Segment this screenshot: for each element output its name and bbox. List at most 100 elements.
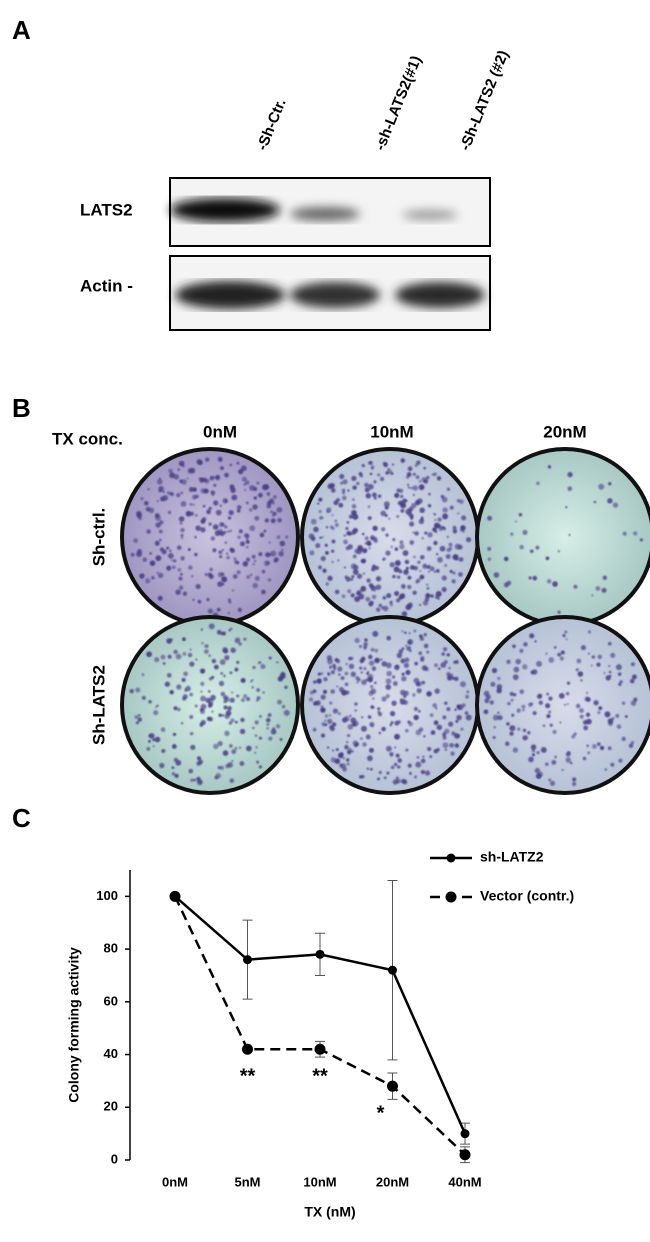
colony (428, 492, 431, 496)
colony (340, 763, 347, 769)
colony (355, 676, 360, 681)
colony (317, 672, 321, 676)
colony (313, 680, 317, 684)
data-point (314, 1043, 326, 1055)
colony (322, 568, 327, 573)
colony (231, 589, 235, 592)
significance-mark: ** (240, 1066, 256, 1088)
colony (154, 657, 160, 663)
colony (367, 755, 373, 762)
colony (237, 607, 242, 612)
colony (381, 726, 386, 732)
colony (410, 565, 415, 570)
colony (416, 578, 421, 583)
colony (464, 711, 469, 715)
colony (394, 746, 397, 749)
significance-mark: ** (312, 1066, 328, 1088)
colony (164, 683, 168, 687)
colony (347, 489, 350, 492)
colony (179, 479, 183, 484)
colony (324, 719, 327, 722)
colony (531, 749, 536, 753)
colony (183, 671, 188, 677)
colony (320, 707, 326, 713)
colonies (487, 465, 643, 614)
colony (440, 662, 447, 668)
colony (412, 590, 417, 595)
colony (246, 745, 252, 752)
colony (234, 746, 238, 751)
colony (396, 575, 401, 579)
colony (146, 529, 151, 534)
colony (250, 573, 253, 576)
colony (175, 589, 181, 595)
colony (358, 593, 365, 600)
colony (313, 526, 319, 533)
significance-mark: * (377, 1102, 385, 1124)
colony (540, 747, 547, 753)
colony (229, 547, 234, 552)
colony (158, 529, 163, 534)
colony (536, 750, 540, 755)
colony (458, 707, 461, 711)
colony (170, 559, 173, 562)
colony (565, 506, 568, 509)
colony (509, 731, 514, 736)
colony (182, 591, 188, 596)
colony (215, 509, 222, 516)
colony (595, 586, 601, 591)
colony (385, 533, 389, 537)
colony (254, 734, 258, 737)
colony (222, 647, 228, 653)
colony (537, 771, 544, 777)
colony (345, 526, 349, 531)
colony (433, 540, 438, 546)
row-label: Actin - (80, 276, 133, 295)
colony (409, 468, 412, 471)
y-tick-label: 0 (111, 1151, 118, 1166)
colony (579, 714, 584, 719)
colony (347, 724, 354, 730)
colony (610, 652, 616, 658)
colony (281, 704, 286, 709)
colony (177, 707, 181, 712)
colony (198, 759, 204, 765)
colony (432, 527, 437, 532)
colony (585, 712, 591, 717)
colony (217, 740, 223, 747)
colony (522, 529, 528, 536)
colony (371, 594, 377, 600)
colony (175, 653, 182, 660)
colony (224, 525, 228, 529)
colony (378, 603, 382, 607)
colony (144, 500, 149, 506)
colony (333, 667, 336, 671)
colony (604, 768, 608, 771)
colony (367, 715, 372, 719)
colony (419, 569, 422, 572)
colony (462, 530, 465, 533)
colony (210, 490, 216, 496)
colony (536, 693, 543, 699)
colony (322, 689, 328, 694)
colony (444, 728, 450, 734)
colony (386, 635, 391, 641)
colony (415, 729, 422, 736)
colony (272, 511, 277, 516)
colony (228, 509, 234, 516)
colony (420, 518, 424, 522)
plate (120, 447, 300, 627)
colony (347, 531, 352, 536)
colony (442, 507, 448, 513)
colony (419, 636, 425, 641)
panel-label: C (12, 803, 31, 833)
colony (389, 603, 393, 607)
colony (267, 500, 272, 506)
colony (437, 667, 441, 671)
colony (448, 542, 453, 547)
colony (396, 515, 400, 518)
colony (176, 684, 182, 690)
colony (256, 688, 260, 692)
colony (346, 521, 350, 524)
colony (229, 697, 235, 703)
